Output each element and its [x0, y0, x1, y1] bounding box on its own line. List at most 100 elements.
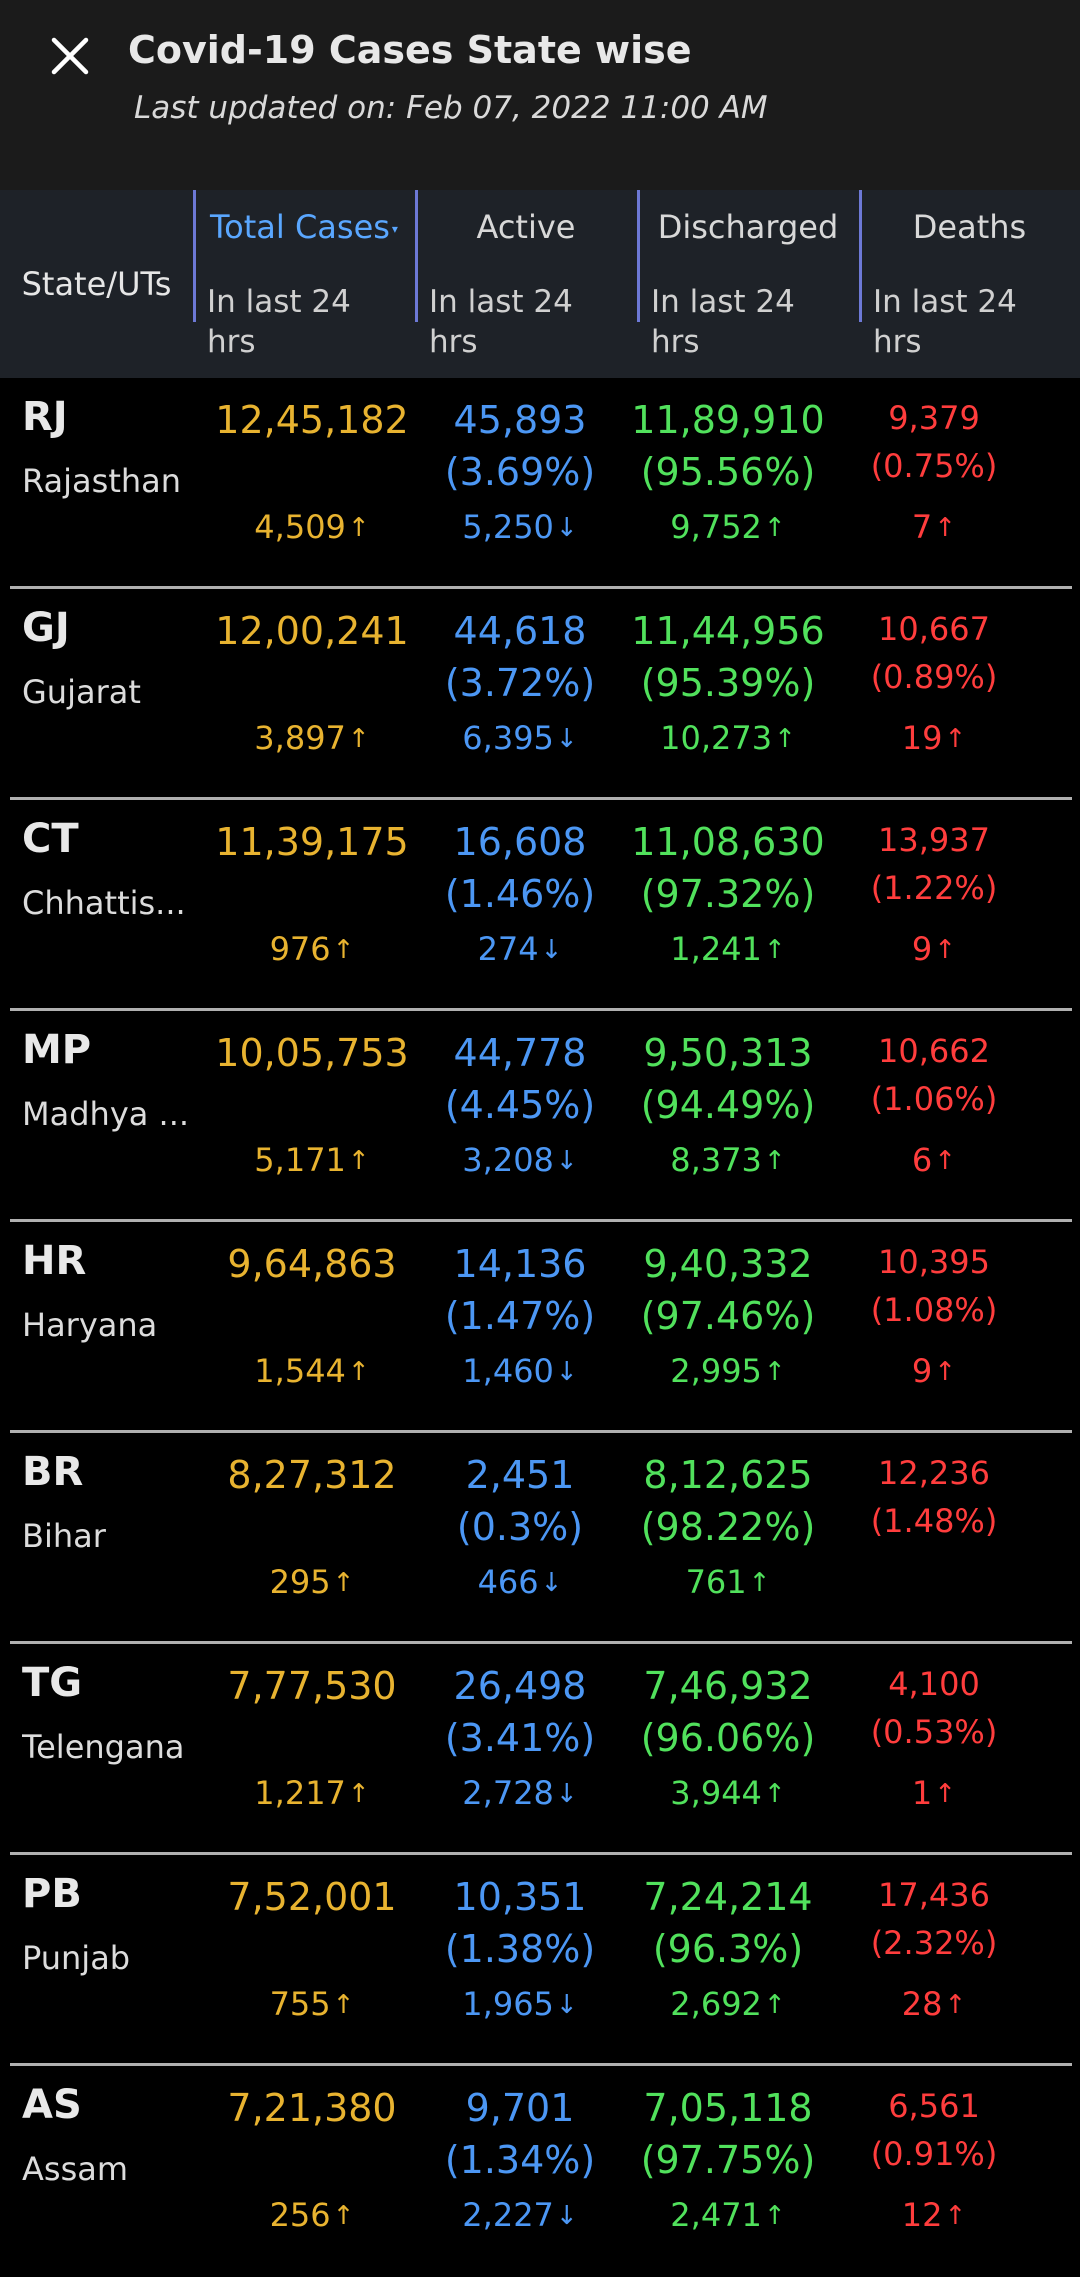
discharged-percent: (96.06%)	[640, 1716, 816, 1760]
row-divider	[10, 1219, 1072, 1222]
deaths-count: 10,667	[878, 610, 990, 648]
total-cases-value: 12,00,241	[215, 609, 409, 653]
deaths-value: 6,561 (0.91%)	[824, 2082, 1044, 2178]
discharged-count: 11,08,630	[631, 820, 825, 864]
discharged-delta-value: 2,471	[670, 2196, 762, 2234]
total-cases-value: 7,52,001	[227, 1875, 397, 1919]
state-name: Bihar	[22, 1517, 106, 1555]
discharged-count: 8,12,625	[643, 1453, 813, 1497]
active-cases-value: 26,498 (3.41%)	[410, 1660, 630, 1764]
arrow-up-icon: ↑	[347, 724, 370, 754]
active-delta: 1,965↓	[410, 1985, 630, 2023]
column-header-active[interactable]: Active In last 24 hrs	[415, 190, 637, 378]
active-count: 9,701	[465, 2086, 575, 2130]
state-name: Chhattis...	[22, 884, 186, 922]
row-divider	[10, 1430, 1072, 1433]
active-cases-value: 9,701 (1.34%)	[410, 2082, 630, 2186]
arrow-down-icon: ↓	[540, 1568, 563, 1598]
active-percent: (1.47%)	[444, 1294, 596, 1338]
column-subtitle: In last 24 hrs	[207, 284, 351, 360]
table-row[interactable]: RJ Rajasthan 12,45,182 45,893 (3.69%) 11,89,9…	[0, 378, 1080, 589]
discharged-count: 7,46,932	[643, 1664, 813, 1708]
discharged-count: 7,05,118	[643, 2086, 813, 2130]
arrow-up-icon: ↑	[347, 1779, 370, 1809]
deaths-delta: 9↑	[824, 1352, 1044, 1390]
total-cases-value: 9,64,863	[227, 1242, 397, 1286]
app-header: Covid-19 Cases State wise Last updated o…	[0, 0, 1080, 190]
state-code: GJ	[22, 605, 70, 651]
discharged-count: 9,50,313	[643, 1031, 813, 1075]
deaths-percent: (1.48%)	[870, 1502, 998, 1540]
discharged-value: 7,24,214 (96.3%)	[618, 1871, 838, 1975]
deaths-value: 10,662 (1.06%)	[824, 1027, 1044, 1123]
deaths-value: 17,436 (2.32%)	[824, 1871, 1044, 1967]
active-delta: 6,395↓	[410, 719, 630, 757]
table-row[interactable]: CT Chhattis... 11,39,175 16,608 (1.46%) 11,08…	[0, 800, 1080, 1011]
discharged-count: 9,40,332	[643, 1242, 813, 1286]
table-row[interactable]: TG Telengana 7,77,530 26,498 (3.41%) 7,46,932…	[0, 1644, 1080, 1855]
arrow-up-icon: ↑	[774, 724, 796, 754]
close-icon[interactable]	[44, 30, 96, 82]
active-count: 44,618	[453, 609, 587, 653]
arrow-up-icon: ↑	[944, 724, 967, 754]
arrow-up-icon: ↑	[763, 2201, 786, 2231]
active-cases-value: 2,451 (0.3%)	[410, 1449, 630, 1553]
discharged-count: 7,24,214	[643, 1875, 813, 1919]
state-code: TG	[22, 1660, 83, 1706]
column-header-total-cases[interactable]: Total Cases ▾ In last 24 hrs	[193, 190, 415, 378]
row-divider	[10, 1008, 1072, 1011]
deaths-count: 10,662	[878, 1032, 990, 1070]
active-percent: (3.72%)	[444, 661, 596, 705]
deaths-delta-value: 1	[911, 1774, 933, 1812]
deaths-percent: (0.91%)	[870, 2135, 998, 2173]
column-header-deaths[interactable]: Deaths In last 24 hrs	[859, 190, 1080, 378]
arrow-up-icon: ↑	[347, 1146, 370, 1176]
sort-indicator-icon: ▾	[391, 222, 398, 236]
column-header-state[interactable]: State/UTs	[21, 265, 172, 303]
active-delta-value: 1,460	[462, 1352, 554, 1390]
discharged-delta-value: 8,373	[670, 1141, 762, 1179]
total-delta-value: 4,509	[254, 508, 346, 546]
state-code: MP	[22, 1027, 92, 1073]
deaths-count: 17,436	[878, 1876, 990, 1914]
active-delta: 2,728↓	[410, 1774, 630, 1812]
deaths-delta: 28↑	[824, 1985, 1044, 2023]
total-cases-value: 11,39,175	[215, 820, 409, 864]
active-delta-value: 3,208	[462, 1141, 554, 1179]
total-delta: 1,217↑	[202, 1774, 422, 1812]
active-percent: (3.41%)	[444, 1716, 596, 1760]
row-divider	[10, 586, 1072, 589]
arrow-up-icon: ↑	[347, 1357, 370, 1387]
total-delta: 5,171↑	[202, 1141, 422, 1179]
arrow-down-icon: ↓	[555, 724, 578, 754]
deaths-value: 9,379 (0.75%)	[824, 394, 1044, 490]
table-row[interactable]: PB Punjab 7,52,001 10,351 (1.38%) 7,24,214 (96…	[0, 1855, 1080, 2066]
total-cases-value: 7,21,380	[227, 2086, 397, 2130]
discharged-delta: 761↑	[618, 1563, 838, 1601]
state-code: BR	[22, 1449, 84, 1495]
active-delta-value: 6,395	[462, 719, 554, 757]
table-row[interactable]: AS Assam 7,21,380 9,701 (1.34%) 7,05,118 (97.7…	[0, 2066, 1080, 2277]
active-count: 16,608	[453, 820, 587, 864]
state-code: HR	[22, 1238, 87, 1284]
arrow-up-icon: ↑	[934, 513, 957, 543]
active-cases-value: 44,778 (4.45%)	[410, 1027, 630, 1131]
column-header-discharged[interactable]: Discharged In last 24 hrs	[637, 190, 859, 378]
active-delta: 5,250↓	[410, 508, 630, 546]
row-divider	[10, 2063, 1072, 2066]
total-delta-value: 256	[269, 2196, 331, 2234]
deaths-value: 13,937 (1.22%)	[824, 816, 1044, 912]
arrow-up-icon: ↑	[332, 1990, 355, 2020]
discharged-delta: 10,273↑	[618, 719, 838, 757]
table-row[interactable]: BR Bihar 8,27,312 2,451 (0.3%) 8,12,625 (98.22…	[0, 1433, 1080, 1644]
discharged-delta: 2,995↑	[618, 1352, 838, 1390]
row-divider	[10, 797, 1072, 800]
row-divider	[10, 1641, 1072, 1644]
table-row[interactable]: MP Madhya ... 10,05,753 44,778 (4.45%) 9,50,3…	[0, 1011, 1080, 1222]
table-row[interactable]: GJ Gujarat 12,00,241 44,618 (3.72%) 11,44,956…	[0, 589, 1080, 800]
table-row[interactable]: HR Haryana 9,64,863 14,136 (1.47%) 9,40,332 (9…	[0, 1222, 1080, 1433]
total-cases-value: 7,77,530	[227, 1664, 397, 1708]
state-table-body: RJ Rajasthan 12,45,182 45,893 (3.69%) 11,89,9…	[0, 378, 1080, 2277]
deaths-count: 10,395	[878, 1243, 990, 1281]
active-count: 26,498	[453, 1664, 587, 1708]
